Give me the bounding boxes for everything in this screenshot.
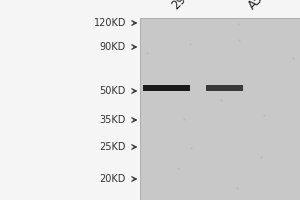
Text: 90KD: 90KD bbox=[100, 42, 126, 52]
Text: 50KD: 50KD bbox=[100, 86, 126, 96]
Bar bbox=[206, 85, 243, 91]
Text: 120KD: 120KD bbox=[94, 18, 126, 28]
Text: 25KD: 25KD bbox=[100, 142, 126, 152]
Bar bbox=[143, 85, 190, 91]
Text: 20KD: 20KD bbox=[100, 174, 126, 184]
Text: A549: A549 bbox=[246, 0, 277, 12]
Text: 35KD: 35KD bbox=[100, 115, 126, 125]
Bar bbox=[140, 18, 300, 200]
Text: 293: 293 bbox=[169, 0, 194, 12]
